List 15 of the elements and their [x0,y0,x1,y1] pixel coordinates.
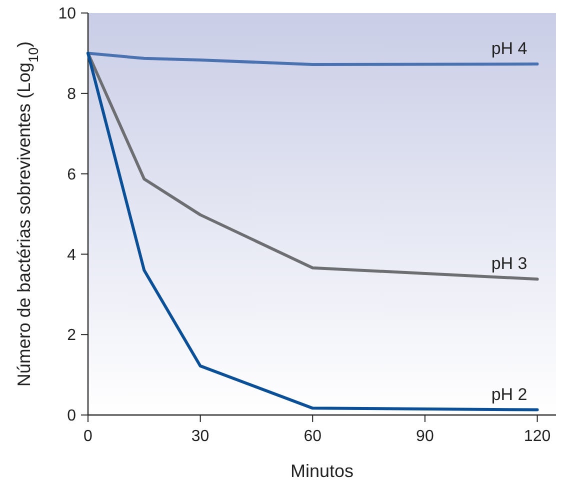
y-tick-label: 0 [67,408,76,425]
y-tick-label: 4 [67,246,76,264]
x-axis-title: Minutos [290,461,354,481]
y-tick-label: 2 [67,327,76,344]
x-tick-label: 120 [524,428,551,445]
y-tick-label: 6 [67,166,76,184]
x-tick-label: 90 [416,428,434,445]
series-label: pH 2 [491,384,528,404]
series-label: pH 3 [491,254,528,274]
x-tick-label: 60 [304,428,322,445]
y-tick-label: 10 [58,6,76,23]
y-tick-label: 8 [67,86,76,103]
x-tick-label: 0 [84,428,93,445]
series-label: pH 4 [491,39,528,58]
x-tick-label: 30 [191,428,210,445]
